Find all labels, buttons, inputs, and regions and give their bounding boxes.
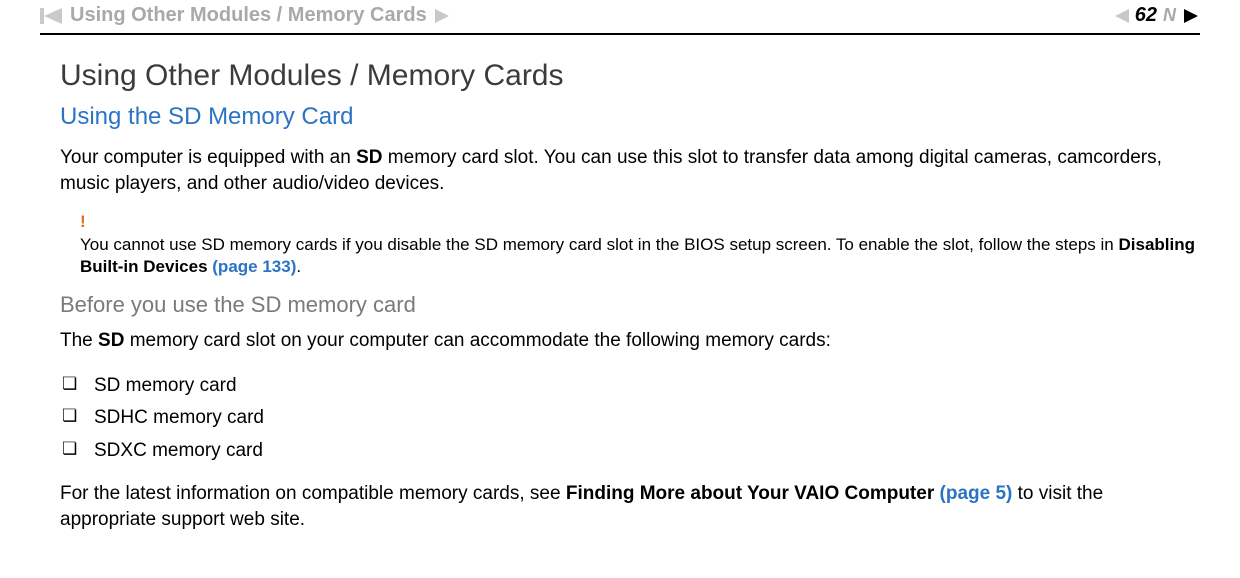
warning-link-page[interactable]: (page 133): [208, 257, 297, 276]
before-lead-post: memory card slot on your computer can ac…: [124, 330, 830, 351]
intro-paragraph: Your computer is equipped with an SD mem…: [60, 145, 1200, 196]
list-item: SDXC memory card: [60, 435, 1200, 467]
warning-note: ! You cannot use SD memory cards if you …: [80, 212, 1200, 278]
page-prev-icon[interactable]: [1113, 9, 1129, 23]
list-item: SDHC memory card: [60, 402, 1200, 434]
breadcrumb-next-icon[interactable]: [435, 9, 451, 23]
top-bar: Using Other Modules / Memory Cards 62 N: [40, 0, 1200, 33]
footer-link-label[interactable]: Finding More about Your VAIO Computer: [566, 483, 934, 504]
before-lead: The SD memory card slot on your computer…: [60, 328, 1200, 354]
before-lead-pre: The: [60, 330, 98, 351]
intro-text-pre: Your computer is equipped with an: [60, 147, 356, 168]
intro-sd-bold: SD: [356, 147, 382, 168]
document-page: Using Other Modules / Memory Cards 62 N: [0, 0, 1240, 578]
list-item: SD memory card: [60, 370, 1200, 402]
warning-text-post: .: [296, 257, 301, 276]
warning-icon: !: [80, 212, 1200, 232]
page-number: 62: [1135, 4, 1157, 27]
nav-prev-icon[interactable]: [40, 8, 62, 24]
card-type-list: SD memory card SDHC memory card SDXC mem…: [60, 370, 1200, 467]
content-area: Using Other Modules / Memory Cards Using…: [40, 59, 1200, 532]
n-mark: N: [1163, 5, 1176, 26]
header-rule: [40, 33, 1200, 35]
section-title: Using Other Modules / Memory Cards: [60, 59, 1200, 93]
before-heading: Before you use the SD memory card: [60, 292, 1200, 318]
before-sd-bold: SD: [98, 330, 124, 351]
breadcrumb-title: Using Other Modules / Memory Cards: [70, 4, 427, 27]
top-right-group: 62 N: [1113, 4, 1200, 27]
subsection-title: Using the SD Memory Card: [60, 103, 1200, 131]
top-left-group: Using Other Modules / Memory Cards: [40, 4, 451, 27]
footer-link-page[interactable]: (page 5): [934, 483, 1012, 504]
page-next-icon[interactable]: [1184, 9, 1200, 23]
warning-text: You cannot use SD memory cards if you di…: [80, 234, 1200, 278]
warning-text-pre: You cannot use SD memory cards if you di…: [80, 235, 1118, 254]
footer-pre: For the latest information on compatible…: [60, 483, 566, 504]
